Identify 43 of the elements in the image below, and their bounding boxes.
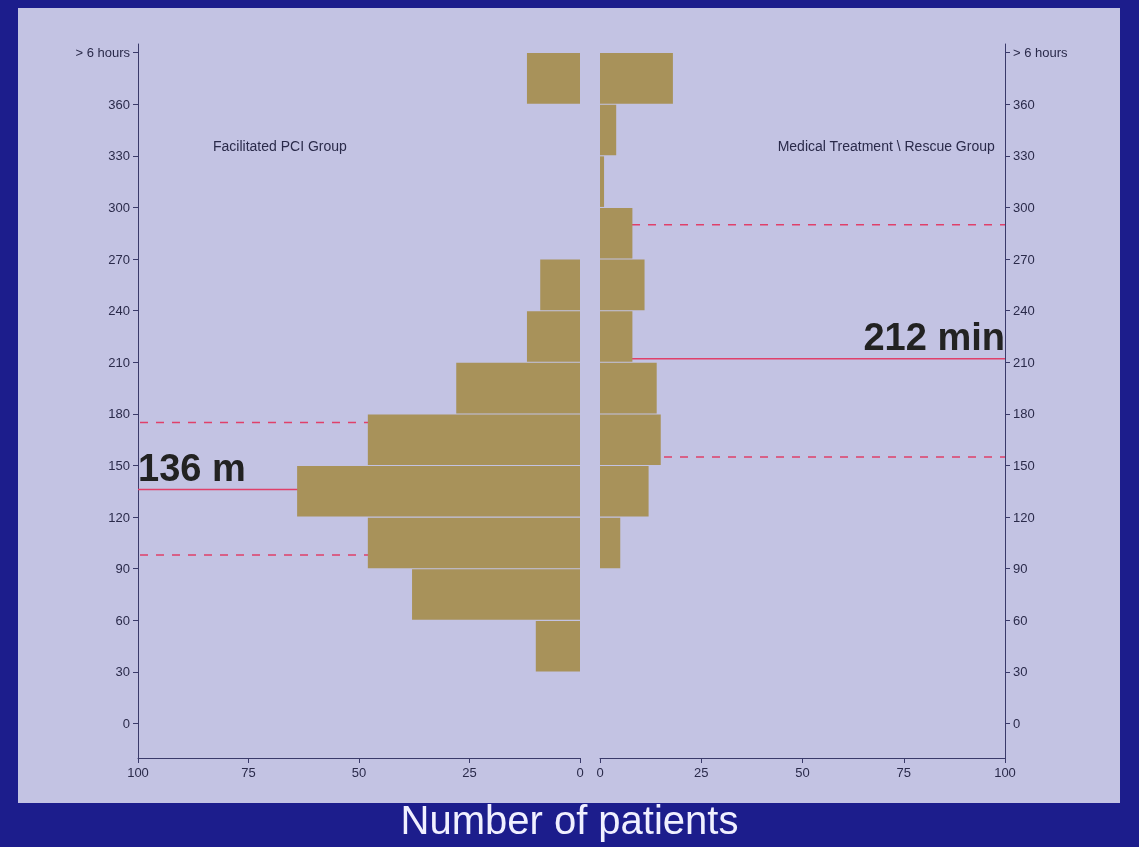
y-tick-label: > 6 hours (1013, 45, 1069, 61)
ref-line-label: 136 m (138, 446, 246, 489)
y-tick-label: 150 (1013, 458, 1035, 474)
x-axis-title: Number of patients (399, 798, 740, 843)
y-tick-label: 270 (1013, 251, 1035, 267)
y-tick-label: 0 (122, 716, 130, 732)
y-tick-label: 330 (1013, 148, 1035, 164)
x-tick-label: 75 (896, 765, 911, 780)
y-tick-label: 360 (108, 96, 130, 112)
x-tick-label: 0 (576, 765, 584, 780)
y-tick-label: 240 (108, 303, 130, 319)
text: Facilitated PCI Group (213, 138, 348, 154)
y-tick-label: 300 (1013, 199, 1035, 215)
y-tick-label: 180 (1013, 406, 1035, 422)
y-tick-label: 240 (1013, 303, 1035, 319)
y-tick-label: 120 (1013, 509, 1035, 525)
x-tick-label: 0 (596, 765, 604, 780)
y-tick-label: 120 (108, 509, 130, 525)
y-tick-label: 210 (1013, 354, 1035, 370)
ref-line-label: 212 min (863, 315, 1005, 358)
x-tick-label: 50 (351, 765, 367, 780)
y-tick-label: 300 (108, 199, 130, 215)
y-tick-label: > 6 hours (75, 45, 131, 61)
text: Medical Treatment \ Rescue Group (777, 138, 995, 154)
x-tick-label: 100 (994, 765, 1016, 780)
y-tick-label: 90 (1013, 561, 1028, 577)
y-tick-label: 90 (115, 561, 130, 577)
y-tick-label: 330 (108, 148, 130, 164)
y-tick-label: 360 (1013, 96, 1035, 112)
y-tick-label: 180 (108, 406, 130, 422)
y-tick-label: 60 (1013, 612, 1028, 628)
x-tick-label: 25 (694, 765, 709, 780)
y-tick-label: 60 (115, 612, 130, 628)
x-tick-label: 75 (241, 765, 256, 780)
y-tick-label: 0 (1013, 716, 1021, 732)
x-tick-label: 25 (462, 765, 477, 780)
x-tick-label: 50 (795, 765, 810, 780)
y-tick-label: 30 (115, 664, 130, 680)
y-tick-label: 150 (108, 458, 130, 474)
x-tick-label: 100 (127, 765, 149, 780)
y-tick-label: 210 (108, 354, 130, 370)
y-tick-label: 30 (1013, 664, 1028, 680)
y-tick-label: 270 (108, 251, 130, 267)
